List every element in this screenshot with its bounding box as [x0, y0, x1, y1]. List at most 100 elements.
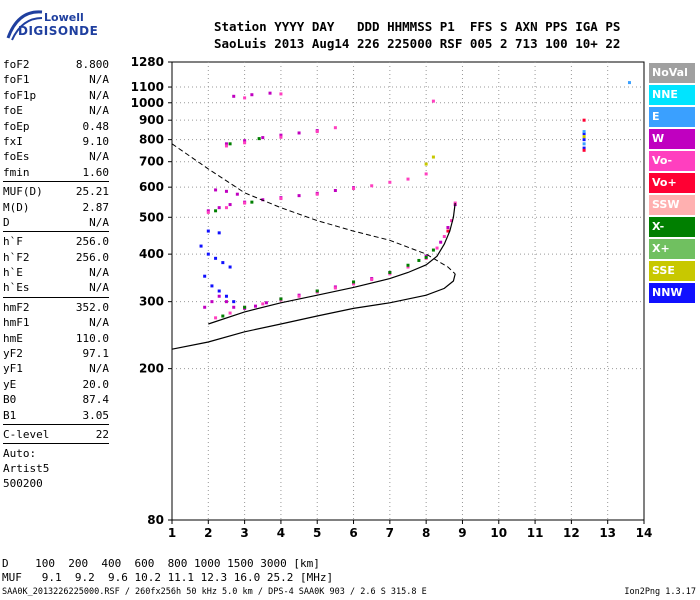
param-row: D N/A — [3, 215, 109, 230]
point-W — [446, 225, 450, 229]
point-Vo- — [206, 210, 210, 214]
point-W — [235, 192, 239, 196]
param-name: h`F — [3, 235, 23, 249]
legend-item: NNW — [649, 283, 695, 303]
header-labels: Station YYYY DAY DDD HHMMSS P1 FFS S AXN… — [214, 19, 621, 34]
x-tick-label: 10 — [490, 526, 507, 540]
point-NNW — [228, 265, 232, 269]
x-tick-label: 13 — [599, 526, 616, 540]
x-tick-label: 4 — [277, 526, 285, 540]
point-X- — [388, 270, 392, 274]
point-W — [210, 300, 214, 304]
point-Vo- — [333, 286, 337, 290]
y-tick-label: 300 — [139, 295, 164, 309]
x-tick-label: 3 — [240, 526, 248, 540]
y-tick-label: 400 — [139, 247, 164, 261]
legend-item: SSW — [649, 195, 695, 215]
point-W — [224, 300, 228, 304]
point-Vo- — [435, 246, 439, 250]
param-row: M(D) 2.87 — [3, 200, 109, 215]
param-value: N/A — [89, 104, 109, 118]
y-tick-label: 80 — [147, 513, 164, 527]
point-W — [232, 94, 236, 98]
param-name: foEp — [3, 119, 30, 133]
x-tick-label: 8 — [422, 526, 430, 540]
auto-artist: Artist5 — [3, 462, 50, 476]
point-NNW — [217, 231, 221, 235]
param-row: h`F 256.0 — [3, 234, 109, 249]
point-Vo- — [315, 130, 319, 134]
param-row: h`Es N/A — [3, 280, 109, 295]
y-tick-label: 800 — [139, 133, 164, 147]
plot-axes: 1 2 3 4 5 6 7 8 9 10 11 12 13 14802003004005006007008… — [131, 55, 653, 540]
point-W — [228, 203, 232, 207]
point-NNW — [214, 256, 218, 260]
param-value: N/A — [89, 281, 109, 295]
param-value: 8.800 — [75, 58, 109, 71]
point-W — [217, 206, 221, 210]
logo-arc-icon — [6, 10, 43, 41]
param-name: B1 — [3, 408, 17, 422]
param-value: 22 — [95, 427, 109, 441]
param-row: yF2 97.1 — [3, 346, 109, 361]
legend-item: NNE — [649, 85, 695, 105]
param-row: foF1p N/A — [3, 88, 109, 103]
point-SSE — [431, 155, 435, 159]
y-tick-label: 200 — [139, 362, 164, 376]
point-E — [582, 142, 586, 146]
param-row: foF2 8.800 — [3, 57, 109, 72]
point-X- — [214, 209, 218, 213]
param-value: 110.0 — [75, 331, 109, 345]
param-name: hmE — [3, 331, 23, 345]
muf-value-row: MUF 9.1 9.2 9.6 10.2 11.1 12.3 16.0 25.2… — [2, 571, 334, 584]
point-Vo+ — [582, 118, 586, 122]
point-NNW — [582, 138, 586, 142]
param-name: foEs — [3, 150, 30, 164]
point-W — [297, 131, 301, 135]
point-Vo- — [424, 172, 428, 176]
point-Vo- — [431, 99, 435, 103]
point-W — [261, 136, 265, 140]
param-name: B0 — [3, 393, 17, 407]
point-Vo- — [442, 235, 446, 239]
plot-curves — [171, 143, 456, 350]
param-row: foEp 0.48 — [3, 119, 109, 134]
point-Vo- — [279, 92, 283, 96]
param-value: 0.48 — [82, 119, 110, 133]
legend-item: E — [649, 107, 695, 127]
param-name: hmF1 — [3, 316, 30, 330]
param-name: C-level — [3, 427, 50, 441]
legend-item: Vo+ — [649, 173, 695, 193]
param-row: yF1 N/A — [3, 361, 109, 376]
plot-frame — [171, 61, 645, 521]
param-name: yF1 — [3, 362, 23, 376]
point-W — [333, 188, 337, 192]
point-SSE — [424, 162, 428, 166]
footer-file-info: SAA0K_2013226225000.RSF / 260fx256h 50 k… — [2, 587, 427, 597]
auto-code: 500200 — [3, 477, 43, 491]
param-group-virtual-heights: h`F 256.0 h`F2 256.0 h`E N/A h`Es N/A — [3, 234, 109, 296]
y-tick-label: 600 — [139, 180, 164, 194]
param-value: 2.87 — [82, 200, 110, 214]
point-W — [232, 305, 236, 309]
point-NNW — [203, 274, 207, 278]
param-row: foE N/A — [3, 103, 109, 118]
point-X- — [417, 258, 421, 262]
point-Vo- — [370, 278, 374, 282]
param-row: yE 20.0 — [3, 377, 109, 392]
param-name: foF1 — [3, 73, 30, 87]
param-value: N/A — [89, 150, 109, 164]
y-tick-label: 1100 — [131, 80, 164, 94]
point-Vo- — [333, 126, 337, 130]
param-row: MUF(D) 25.21 — [3, 184, 109, 199]
point-X- — [279, 297, 283, 301]
param-value: 97.1 — [82, 347, 110, 361]
point-E — [582, 130, 586, 134]
muf-distance-row: D 100 200 400 600 800 1000 1500 3000 [km… — [2, 557, 320, 570]
param-group-critical-frequencies: foF2 8.800 foF1 N/A foF1p N/A foE N/A foEp 0.48 fx… — [3, 57, 109, 180]
auto-label: Auto: — [3, 447, 37, 461]
y-tick-label: 500 — [139, 210, 164, 224]
point-Vo- — [370, 184, 374, 188]
x-tick-label: 6 — [349, 526, 357, 540]
param-value: 9.10 — [82, 134, 110, 148]
